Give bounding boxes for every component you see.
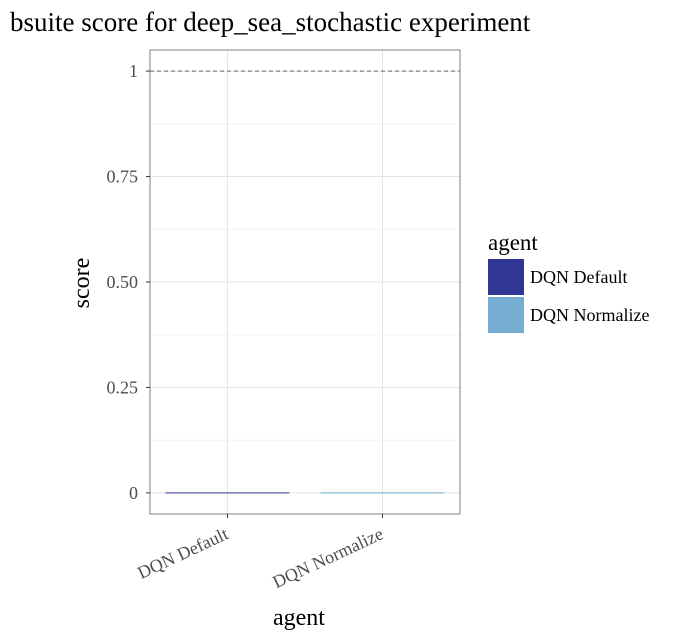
bars	[165, 492, 445, 494]
legend-label: DQN Default	[530, 267, 627, 287]
y-tick-label: 1	[129, 61, 138, 81]
bar-dqn-normalize	[320, 492, 445, 494]
y-axis-label: score	[69, 258, 95, 309]
y-tick-label: 0	[129, 483, 138, 503]
legend-swatch	[488, 297, 524, 333]
legend-label: DQN Normalize	[530, 305, 649, 325]
legend: agent DQN Default DQN Normalize	[488, 230, 649, 333]
x-axis-label: agent	[273, 605, 325, 631]
y-axis-ticks: 0 0.25 0.50 0.75 1	[107, 61, 150, 503]
legend-title: agent	[488, 230, 538, 255]
chart-title: bsuite score for deep_sea_stochastic exp…	[10, 7, 531, 37]
legend-swatch	[488, 259, 524, 295]
bar-dqn-default	[165, 492, 290, 494]
y-tick-label: 0.25	[107, 377, 139, 397]
x-tick-label: DQN Default	[134, 523, 231, 582]
y-tick-label: 0.75	[107, 167, 139, 187]
y-tick-label: 0.50	[107, 272, 139, 292]
legend-entries: DQN Default DQN Normalize	[488, 259, 649, 333]
x-axis-ticks: DQN Default DQN Normalize	[134, 514, 386, 592]
x-tick-label: DQN Normalize	[269, 523, 386, 592]
